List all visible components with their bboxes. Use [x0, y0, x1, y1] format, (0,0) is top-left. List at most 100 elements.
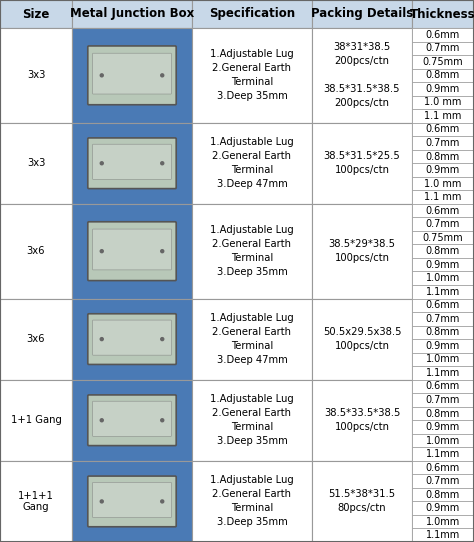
FancyBboxPatch shape — [88, 314, 176, 364]
Bar — [72, 0, 192, 28]
Bar — [412, 42, 474, 55]
Bar — [312, 461, 412, 542]
Bar — [412, 177, 474, 190]
Text: 0.8mm: 0.8mm — [426, 409, 460, 418]
Bar — [312, 204, 412, 299]
Circle shape — [161, 338, 164, 340]
Text: 0.9mm: 0.9mm — [426, 260, 460, 270]
FancyBboxPatch shape — [88, 395, 176, 446]
Bar — [0, 204, 72, 299]
Text: 0.6mm: 0.6mm — [426, 382, 460, 391]
Text: 0.7mm: 0.7mm — [426, 219, 460, 229]
Text: 1+1+1
Gang: 1+1+1 Gang — [18, 491, 54, 512]
Circle shape — [100, 250, 103, 253]
Text: 0.6mm: 0.6mm — [426, 205, 460, 216]
Text: 0.6mm: 0.6mm — [426, 30, 460, 40]
Text: 0.75mm: 0.75mm — [423, 57, 463, 67]
Bar — [0, 122, 72, 204]
Bar — [72, 204, 192, 299]
Text: 1.1mm: 1.1mm — [426, 368, 460, 378]
Bar — [412, 474, 474, 488]
FancyBboxPatch shape — [88, 476, 176, 527]
Text: 38.5*33.5*38.5
100pcs/ctn: 38.5*33.5*38.5 100pcs/ctn — [324, 408, 400, 433]
Text: 1.Adjustable Lug
2.General Earth
Terminal
3.Deep 35mm: 1.Adjustable Lug 2.General Earth Termina… — [210, 49, 294, 101]
Text: Thickness: Thickness — [410, 8, 474, 21]
Text: 1+1 Gang: 1+1 Gang — [10, 415, 62, 425]
Bar — [412, 380, 474, 393]
Bar — [412, 217, 474, 231]
Text: 1.1mm: 1.1mm — [426, 287, 460, 297]
Text: 1.Adjustable Lug
2.General Earth
Terminal
3.Deep 47mm: 1.Adjustable Lug 2.General Earth Termina… — [210, 137, 294, 189]
Text: 0.75mm: 0.75mm — [423, 233, 463, 243]
Bar — [72, 122, 192, 204]
Bar — [412, 299, 474, 312]
Bar — [412, 528, 474, 542]
Bar — [192, 204, 312, 299]
Bar — [412, 190, 474, 204]
Text: 0.9mm: 0.9mm — [426, 422, 460, 432]
Text: 51.5*38*31.5
80pcs/ctn: 51.5*38*31.5 80pcs/ctn — [328, 489, 396, 513]
Bar — [412, 326, 474, 339]
Bar — [72, 299, 192, 380]
FancyBboxPatch shape — [88, 138, 176, 189]
Circle shape — [100, 162, 103, 165]
Text: 1.Adjustable Lug
2.General Earth
Terminal
3.Deep 35mm: 1.Adjustable Lug 2.General Earth Termina… — [210, 225, 294, 277]
Text: 0.7mm: 0.7mm — [426, 43, 460, 53]
Bar — [412, 366, 474, 380]
Bar — [312, 299, 412, 380]
Bar — [412, 163, 474, 177]
Text: 0.9mm: 0.9mm — [426, 341, 460, 351]
Bar — [312, 122, 412, 204]
Bar — [0, 28, 72, 122]
Bar — [412, 258, 474, 272]
Circle shape — [100, 338, 103, 340]
Text: 0.9mm: 0.9mm — [426, 503, 460, 513]
Circle shape — [100, 500, 103, 503]
Text: 1.1 mm: 1.1 mm — [424, 192, 462, 202]
Text: 0.6mm: 0.6mm — [426, 463, 460, 473]
FancyBboxPatch shape — [88, 222, 176, 281]
Text: Metal Junction Box: Metal Junction Box — [70, 8, 194, 21]
Text: 38.5*31.5*25.5
100pcs/ctn: 38.5*31.5*25.5 100pcs/ctn — [324, 151, 401, 175]
Bar — [412, 339, 474, 353]
Bar — [0, 299, 72, 380]
Bar — [412, 204, 474, 217]
Bar — [0, 0, 72, 28]
Bar — [72, 380, 192, 461]
Circle shape — [100, 74, 103, 77]
Bar — [412, 312, 474, 326]
Text: 1.0 mm: 1.0 mm — [424, 98, 462, 107]
Text: 1.Adjustable Lug
2.General Earth
Terminal
3.Deep 47mm: 1.Adjustable Lug 2.General Earth Termina… — [210, 313, 294, 365]
FancyBboxPatch shape — [92, 144, 172, 179]
Bar — [412, 69, 474, 82]
Text: Packing Details: Packing Details — [311, 8, 413, 21]
Bar — [412, 150, 474, 163]
Bar — [412, 109, 474, 122]
Text: 3x6: 3x6 — [27, 246, 45, 256]
Bar — [192, 461, 312, 542]
Text: 1.1mm: 1.1mm — [426, 530, 460, 540]
Bar — [412, 420, 474, 434]
Text: 0.8mm: 0.8mm — [426, 70, 460, 80]
Bar — [412, 272, 474, 285]
Bar — [412, 244, 474, 258]
Bar — [412, 488, 474, 501]
Bar — [412, 393, 474, 406]
Bar — [412, 136, 474, 150]
Bar — [72, 461, 192, 542]
Bar — [412, 95, 474, 109]
Text: 1.0mm: 1.0mm — [426, 517, 460, 527]
Text: 3x3: 3x3 — [27, 70, 45, 80]
Bar — [412, 461, 474, 474]
Bar — [412, 0, 474, 28]
Text: 0.7mm: 0.7mm — [426, 138, 460, 148]
Bar — [412, 353, 474, 366]
Text: 0.8mm: 0.8mm — [426, 489, 460, 500]
Bar — [412, 447, 474, 461]
Text: 1.0mm: 1.0mm — [426, 273, 460, 283]
Bar — [0, 461, 72, 542]
Bar — [412, 515, 474, 528]
Text: 0.7mm: 0.7mm — [426, 476, 460, 486]
Text: Size: Size — [22, 8, 50, 21]
Bar — [412, 406, 474, 420]
